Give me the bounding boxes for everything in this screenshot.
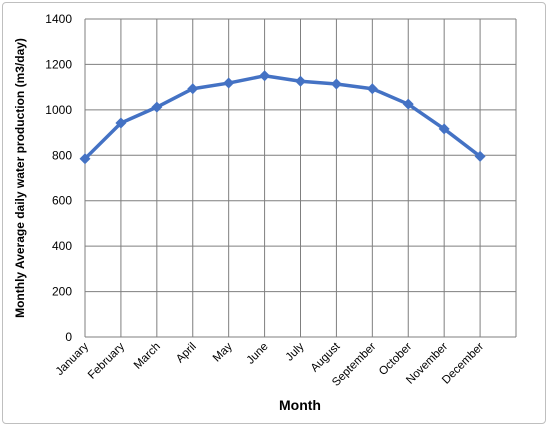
data-point-marker [151,101,163,113]
chart-frame [2,2,546,424]
data-point-marker [366,83,378,95]
y-tick-label: 200 [52,285,72,299]
data-point-marker [474,150,486,162]
x-tick-label: April [174,341,199,366]
series-line [83,74,482,160]
data-point-marker [223,77,235,89]
data-point-marker [330,78,342,90]
y-tick-label: 0 [65,330,72,344]
x-tick-label: March [132,341,163,372]
data-point-marker [295,75,306,87]
data-point-marker [402,98,414,110]
data-point-marker [187,83,199,95]
gridlines [84,18,517,338]
x-tick-label: February [86,340,127,381]
y-tick-label: 800 [52,148,72,162]
series-layer [79,70,486,165]
x-axis-title: Month [279,397,321,413]
y-tick-label: 1000 [45,103,72,117]
y-tick-labels: 0 200 400 600 800 1000 1200 1400 [45,12,72,344]
x-tick-label: August [309,340,343,374]
y-tick-label: 1400 [45,12,72,26]
data-point-marker [438,123,450,135]
data-point-marker [259,70,271,82]
x-tick-label: June [245,341,271,367]
y-axis-title: Monthly Average daily water production (… [13,38,27,318]
y-tick-label: 600 [52,194,72,208]
y-tick-label: 1200 [45,57,72,71]
data-point-marker [79,153,91,165]
x-tick-label: May [211,340,235,364]
x-tick-label: July [284,340,307,363]
data-point-marker [115,117,127,129]
y-tick-label: 400 [52,239,72,253]
